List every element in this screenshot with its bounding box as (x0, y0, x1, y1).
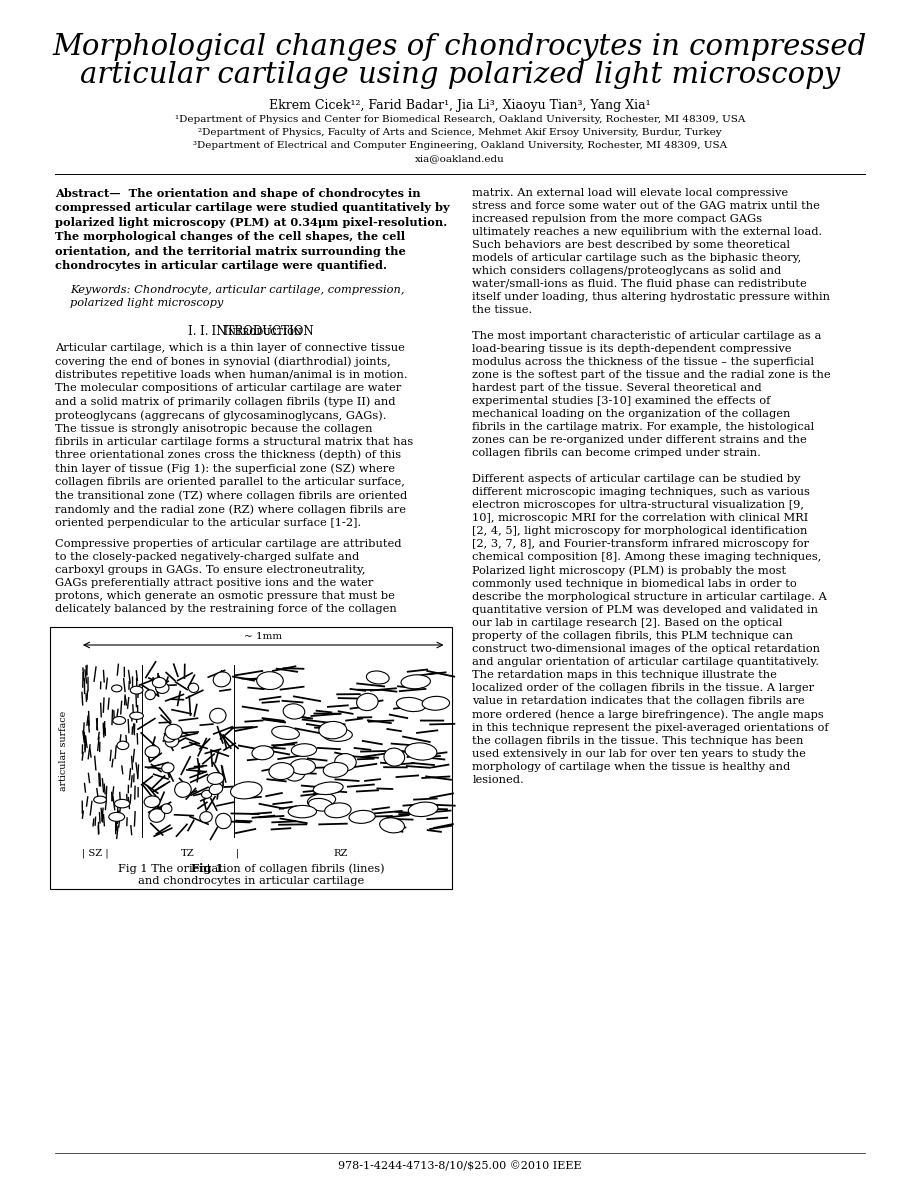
Ellipse shape (283, 704, 304, 719)
Ellipse shape (165, 735, 178, 747)
Ellipse shape (130, 686, 142, 694)
Ellipse shape (153, 678, 165, 687)
Ellipse shape (308, 798, 333, 811)
Ellipse shape (401, 675, 430, 688)
Ellipse shape (201, 791, 211, 798)
Ellipse shape (288, 805, 316, 818)
Text: | SZ |: | SZ | (82, 849, 108, 859)
Ellipse shape (155, 682, 169, 693)
Ellipse shape (252, 746, 274, 760)
Text: Morphological changes of chondrocytes in compressed: Morphological changes of chondrocytes in… (52, 33, 867, 61)
Ellipse shape (348, 810, 375, 823)
Ellipse shape (422, 697, 449, 710)
Ellipse shape (175, 781, 191, 797)
Ellipse shape (215, 813, 231, 829)
Ellipse shape (289, 759, 315, 774)
Text: xia@oakland.edu: xia@oakland.edu (414, 154, 505, 163)
Ellipse shape (149, 809, 165, 822)
Ellipse shape (94, 796, 107, 803)
Ellipse shape (199, 811, 212, 823)
Text: articular surface: articular surface (60, 711, 68, 791)
Ellipse shape (324, 803, 351, 818)
Ellipse shape (271, 727, 299, 740)
Ellipse shape (145, 746, 160, 757)
Ellipse shape (165, 724, 182, 740)
Ellipse shape (144, 796, 160, 807)
Ellipse shape (396, 698, 425, 711)
Text: |: | (235, 849, 239, 859)
Text: TZ: TZ (181, 849, 195, 858)
Ellipse shape (145, 690, 155, 699)
Ellipse shape (284, 763, 305, 781)
Ellipse shape (323, 762, 347, 778)
Text: RZ: RZ (333, 849, 347, 858)
Ellipse shape (207, 773, 223, 785)
Ellipse shape (113, 717, 125, 724)
Text: ¹Department of Physics and Center for Biomedical Research, Oakland University, R: ¹Department of Physics and Center for Bi… (175, 116, 744, 124)
Ellipse shape (213, 672, 231, 687)
Text: I.    INTRODUCTION: I. INTRODUCTION (188, 325, 313, 338)
Text: Abstract—  The orientation and shape of chondrocytes in
compressed articular car: Abstract— The orientation and shape of c… (55, 188, 449, 272)
Text: ²Department of Physics, Faculty of Arts and Science, Mehmet Akif Ersoy Universit: ²Department of Physics, Faculty of Arts … (198, 127, 721, 137)
Text: Articular cartilage, which is a thin layer of connective tissue
covering the end: Articular cartilage, which is a thin lay… (55, 343, 413, 528)
Bar (50, 626, 452, 888)
Ellipse shape (231, 781, 262, 799)
Ellipse shape (164, 732, 176, 742)
Ellipse shape (209, 784, 222, 794)
Text: matrix. An external load will elevate local compressive
stress and force some wa: matrix. An external load will elevate lo… (472, 188, 830, 316)
Ellipse shape (114, 799, 130, 807)
Ellipse shape (268, 762, 293, 780)
Text: The most important characteristic of articular cartilage as a
load-bearing tissu: The most important characteristic of art… (472, 331, 830, 459)
Ellipse shape (357, 693, 378, 711)
Ellipse shape (366, 671, 389, 684)
Ellipse shape (380, 818, 404, 833)
Ellipse shape (108, 812, 124, 822)
Ellipse shape (161, 804, 172, 813)
Text: Fig 1: Fig 1 (191, 863, 223, 874)
Ellipse shape (307, 793, 335, 807)
Text: Different aspects of articular cartilage can be studied by
different microscopic: Different aspects of articular cartilage… (472, 474, 828, 786)
Ellipse shape (408, 802, 437, 817)
Ellipse shape (383, 748, 404, 766)
Ellipse shape (335, 754, 356, 771)
Text: Ekrem Cicek¹², Farid Badar¹, Jia Li³, Xiaoyu Tian³, Yang Xia¹: Ekrem Cicek¹², Farid Badar¹, Jia Li³, Xi… (269, 99, 650, 112)
Ellipse shape (323, 729, 352, 741)
Text: I.    Iɴᴛʀᴏᴅᴜᴄᴛɪᴏɴ: I. Iɴᴛʀᴏᴅᴜᴄᴛɪᴏɴ (200, 325, 301, 338)
Ellipse shape (210, 709, 226, 723)
Text: ³Department of Electrical and Computer Engineering, Oakland University, Rocheste: ³Department of Electrical and Computer E… (193, 141, 726, 150)
Text: Fig 1 The orientation of collagen fibrils (lines)
and chondrocytes in articular : Fig 1 The orientation of collagen fibril… (118, 863, 384, 886)
Text: articular cartilage using polarized light microscopy: articular cartilage using polarized ligh… (80, 61, 839, 89)
Ellipse shape (256, 672, 283, 690)
Ellipse shape (312, 782, 343, 794)
Ellipse shape (188, 684, 199, 692)
Text: Keywords: Chondrocyte, articular cartilage, compression,
polarized light microsc: Keywords: Chondrocyte, articular cartila… (70, 285, 404, 308)
Ellipse shape (404, 743, 437, 760)
Ellipse shape (162, 762, 174, 773)
Ellipse shape (319, 722, 346, 738)
Text: 978-1-4244-4713-8/10/$25.00 ©2010 IEEE: 978-1-4244-4713-8/10/$25.00 ©2010 IEEE (338, 1161, 581, 1171)
Ellipse shape (130, 712, 143, 719)
Ellipse shape (117, 741, 129, 749)
Text: Compressive properties of articular cartilage are attributed
to the closely-pack: Compressive properties of articular cart… (55, 540, 401, 615)
Text: ~ 1mm: ~ 1mm (244, 632, 282, 641)
Ellipse shape (291, 743, 316, 756)
Ellipse shape (111, 685, 121, 692)
